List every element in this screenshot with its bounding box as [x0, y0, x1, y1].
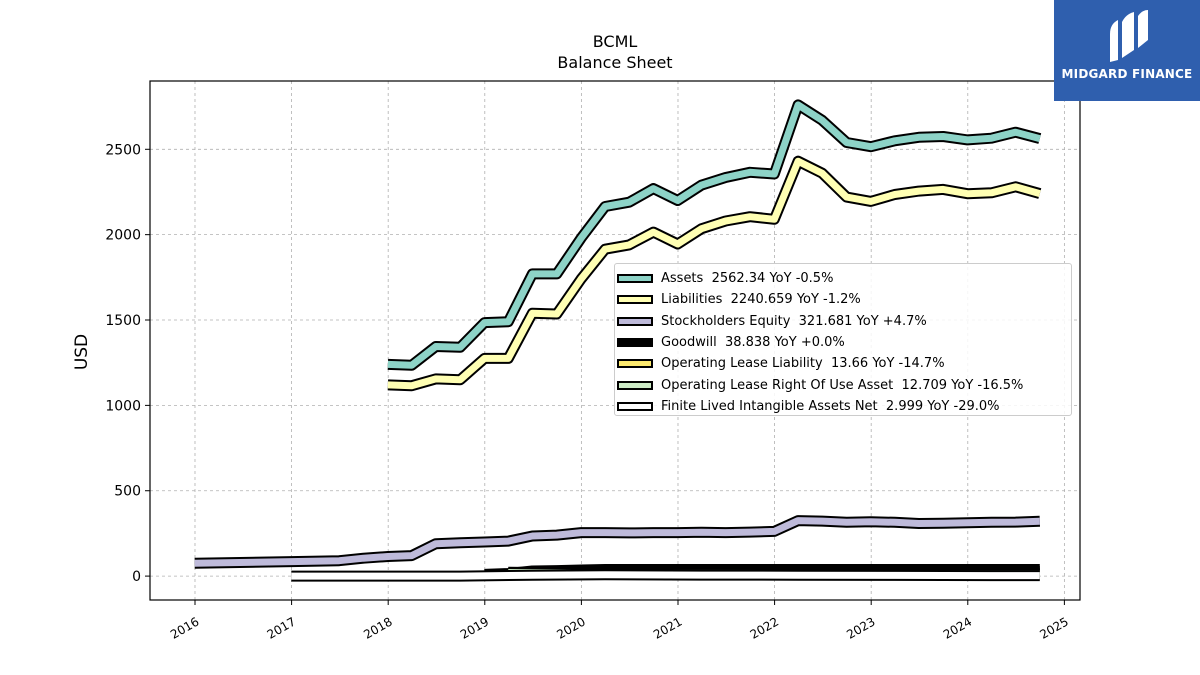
legend-label: Liabilities 2240.659 YoY -1.2% [661, 292, 861, 308]
brand-name: MIDGARD FINANCE [1061, 67, 1193, 81]
plot-frame [149, 80, 1081, 601]
series-line-2 [194, 517, 1040, 567]
x-tick-label: 2016 [168, 614, 201, 641]
legend-label: Goodwill 38.838 YoY +0.0% [661, 335, 845, 351]
y-tick-label: 2500 [105, 142, 141, 158]
x-tick-label: 2025 [1037, 614, 1070, 641]
x-tick-label: 2020 [554, 614, 587, 641]
y-tick-label: 500 [114, 484, 141, 500]
y-axis-label: USD [72, 333, 92, 371]
y-tick-label: 2000 [105, 228, 141, 244]
chart-subtitle: Balance Sheet [557, 53, 673, 72]
x-tick-label: 2018 [361, 614, 394, 641]
brand-logo: MIDGARD FINANCE [1054, 0, 1200, 101]
legend-swatch [617, 338, 653, 348]
series-outline-2 [194, 515, 1041, 569]
legend-swatch [617, 295, 653, 305]
x-tick-label: 2022 [748, 614, 781, 641]
legend-label: Operating Lease Right Of Use Asset 12.70… [661, 377, 1024, 393]
legend-swatch [617, 401, 653, 411]
x-tick-label: 2024 [941, 614, 974, 641]
x-tick-label: 2021 [651, 614, 684, 641]
series-line-6 [291, 571, 1040, 580]
y-tick-label: 0 [132, 569, 141, 585]
legend-swatch [617, 274, 653, 284]
legend-item: Operating Lease Liability 13.66 YoY -14.… [615, 353, 1071, 374]
legend-item: Finite Lived Intangible Assets Net 2.999… [615, 396, 1071, 417]
brand-logo-icon [1110, 10, 1148, 62]
x-tick-label: 2017 [265, 614, 298, 641]
legend-label: Finite Lived Intangible Assets Net 2.999… [661, 398, 1000, 414]
y-tick-label: 1000 [105, 398, 141, 414]
legend-item: Operating Lease Right Of Use Asset 12.70… [615, 374, 1071, 395]
legend-item: Assets 2562.34 YoY -0.5% [615, 268, 1071, 289]
chart-title: BCML [592, 32, 638, 51]
legend-swatch [617, 316, 653, 326]
y-tick-label: 1500 [105, 313, 141, 329]
series-line-0 [387, 101, 1041, 369]
legend-label: Operating Lease Liability 13.66 YoY -14.… [661, 356, 945, 372]
legend-item: Goodwill 38.838 YoY +0.0% [615, 332, 1071, 353]
x-tick-label: 2019 [458, 614, 491, 641]
legend-item: Liabilities 2240.659 YoY -1.2% [615, 289, 1071, 310]
legend-item: Stockholders Equity 321.681 YoY +4.7% [615, 311, 1071, 332]
legend-label: Stockholders Equity 321.681 YoY +4.7% [661, 313, 927, 329]
x-tick-label: 2023 [844, 614, 877, 641]
legend-swatch [617, 380, 653, 390]
series-line-1 [387, 157, 1041, 390]
legend-swatch [617, 359, 653, 369]
legend-label: Assets 2562.34 YoY -0.5% [661, 271, 834, 287]
legend: Assets 2562.34 YoY -0.5% Liabilities 2240… [614, 263, 1072, 416]
